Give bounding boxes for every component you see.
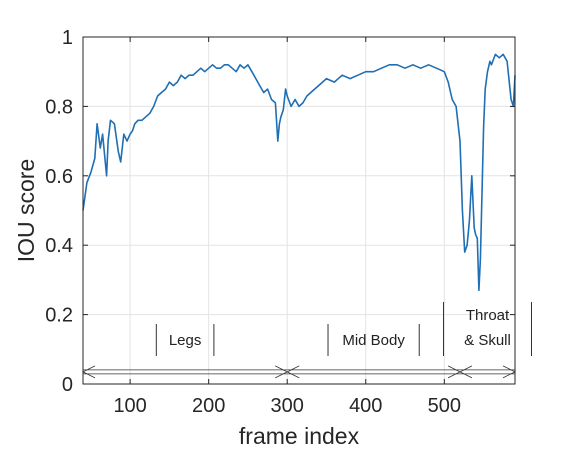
region-label: Mid Body xyxy=(342,332,405,349)
y-tick-label: 0.4 xyxy=(45,235,73,257)
region-label: Legs xyxy=(169,332,202,349)
region-arrow-head-left xyxy=(82,365,96,379)
x-tick-label: 100 xyxy=(113,395,146,417)
region-arrow-head-right xyxy=(275,365,289,379)
region-annotation: Legs xyxy=(82,324,289,379)
y-tick-label: 0 xyxy=(62,374,73,396)
plot-frame xyxy=(82,36,516,385)
region-arrow-head-right xyxy=(447,365,461,379)
y-tick-label: 0.2 xyxy=(45,305,73,327)
series-layer xyxy=(82,53,516,292)
x-tick-label: 300 xyxy=(271,395,304,417)
series-line xyxy=(82,53,516,292)
region-arrow-head-left xyxy=(286,365,300,379)
y-axis-title: IOU score xyxy=(13,159,39,263)
region-label-line2: & Skull xyxy=(464,332,511,349)
axes xyxy=(82,36,516,385)
x-tick-label: 400 xyxy=(349,395,382,417)
y-tick-label: 0.8 xyxy=(45,96,73,118)
region-arrow-head-right xyxy=(502,365,516,379)
y-tick-label: 0.6 xyxy=(45,166,73,188)
region-arrow-head-left xyxy=(459,365,473,379)
x-axis-title: frame index xyxy=(239,423,360,449)
x-tick-label: 500 xyxy=(428,395,461,417)
x-tick-label: 200 xyxy=(192,395,225,417)
region-annotations: Legs Mid Body Throat & Skull xyxy=(82,302,533,379)
region-label: Throat xyxy=(466,307,510,324)
tick-labels: 100 200 300 400 500 0 0.2 0.4 0.6 0.8 1 xyxy=(45,27,461,417)
y-tick-label: 1 xyxy=(62,27,73,49)
region-annotation: Throat & Skull xyxy=(443,302,533,379)
region-annotation: Mid Body xyxy=(286,324,461,379)
